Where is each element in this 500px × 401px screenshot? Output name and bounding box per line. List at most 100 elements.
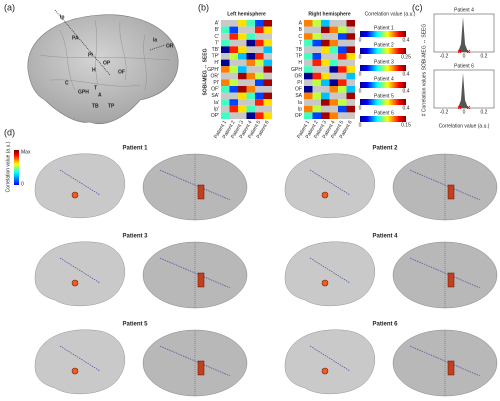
activation (447, 184, 455, 200)
heatmap-cell (329, 20, 338, 27)
colorbar-min: 0 (359, 105, 362, 111)
patient-title: Patient 5 (122, 322, 148, 328)
row-label: H' (214, 60, 219, 66)
electrode (159, 345, 231, 377)
brain-side (284, 329, 376, 395)
heatmap-cell (304, 66, 313, 73)
heatmap-cell (246, 79, 255, 86)
heatmap-cell (312, 112, 321, 119)
row-label: Ia' (214, 100, 219, 106)
heatmap-cell (338, 39, 347, 47)
heatmap-cell (221, 39, 230, 47)
brain-label: C (65, 80, 69, 86)
colorbar (360, 82, 406, 88)
heatmap-cell (238, 105, 247, 113)
hist-x-tick: -0.2 (440, 109, 449, 115)
heatmap-cell (321, 86, 330, 93)
heatmap-cell (321, 20, 330, 27)
heatmap-cell (238, 99, 247, 106)
heatmap-cell (312, 33, 321, 40)
heatmap-cell (255, 112, 264, 119)
heatmap-cell (321, 66, 330, 73)
heatmap-cell (238, 20, 247, 27)
colorbar-max: 0.4 (403, 71, 410, 77)
heatmap-cell (304, 112, 313, 119)
heatmap-cell (346, 79, 355, 86)
heatmap-cell (304, 33, 313, 40)
heatmap-cell (312, 20, 321, 27)
heatmap-cell (312, 39, 321, 47)
heatmap-cell (304, 92, 313, 100)
hist-y-label: # Correlation values SOBI-MEG ↔ SEEG (421, 24, 427, 117)
heatmap-cell (221, 20, 230, 27)
heatmap-cell (312, 59, 321, 67)
heatmap-cell (338, 112, 347, 119)
heatmap-cell (229, 20, 238, 27)
heatmap-cell (246, 39, 255, 47)
row-label: GPH' (207, 67, 219, 73)
brain-label: TB (92, 103, 99, 109)
heatmap-cell (263, 20, 272, 27)
heatmap-cell (246, 72, 255, 80)
colorbar-label: Patient 3 (374, 59, 394, 65)
patient-title: Patient 1 (122, 146, 148, 152)
heatmap-cell (221, 86, 230, 93)
heatmap-cell (238, 26, 247, 34)
electrodes (54, 9, 166, 76)
brain-label: T (94, 85, 97, 91)
heatmap-cell (221, 112, 230, 119)
heatmap-cell (246, 112, 255, 119)
heatmap-cell (346, 33, 355, 40)
heatmap-cell (338, 20, 347, 27)
hist-title: Patient 6 (454, 63, 474, 69)
activation (71, 191, 79, 199)
activation (321, 279, 329, 287)
brain-label: PA (72, 35, 79, 41)
electrode (409, 345, 481, 377)
heatmap-cell (255, 26, 264, 34)
heatmap-cell (304, 105, 313, 113)
colorbar (360, 48, 406, 54)
heatmap-cell (329, 105, 338, 113)
hist-shape (434, 73, 494, 108)
colorbar-max: 0.4 (403, 37, 410, 43)
heatmap-cell (338, 79, 347, 86)
brain-colorbar-title: Correlation value (a.u.) (5, 141, 11, 192)
heatmap-cell (238, 79, 247, 86)
heatmap-cell (238, 39, 247, 47)
heatmap-cell (304, 99, 313, 106)
row-label: T' (215, 40, 219, 46)
hist-shape (434, 17, 494, 52)
heatmap-cell (229, 72, 238, 80)
patient-title: Patient 4 (372, 234, 398, 240)
row-label: A (299, 21, 303, 27)
heatmap-cell (304, 72, 313, 80)
heatmap-cell (312, 26, 321, 34)
colorbar-label: Patient 4 (374, 76, 394, 82)
heatmap-cell (229, 92, 238, 100)
heatmap-cell (246, 26, 255, 34)
electrode (309, 257, 351, 284)
brain-lateral (27, 14, 179, 124)
activation (197, 272, 205, 288)
heatmap-cell (221, 79, 230, 86)
heatmap-cell (229, 53, 238, 60)
heatmap-cell (304, 59, 313, 67)
heatmap-cell (255, 39, 264, 47)
heatmap-cell (229, 46, 238, 53)
heatmap-cell (263, 72, 272, 80)
colorbar (360, 65, 406, 71)
brain-colorbar-min: 0 (21, 181, 24, 187)
heatmap-cell (321, 92, 330, 100)
row-label: PI (297, 80, 302, 86)
heatmap-cell (329, 39, 338, 47)
hist-title: Patient 4 (454, 7, 474, 13)
heatmap-cell (304, 39, 313, 47)
panel-label: (b) (198, 2, 209, 12)
panel-label: (d) (4, 127, 15, 137)
electrode (159, 257, 231, 289)
colorbar-label: Patient 1 (374, 25, 394, 31)
heatmap-cell (304, 26, 313, 34)
heatmap-cell (338, 53, 347, 60)
heatmap-cell (312, 79, 321, 86)
